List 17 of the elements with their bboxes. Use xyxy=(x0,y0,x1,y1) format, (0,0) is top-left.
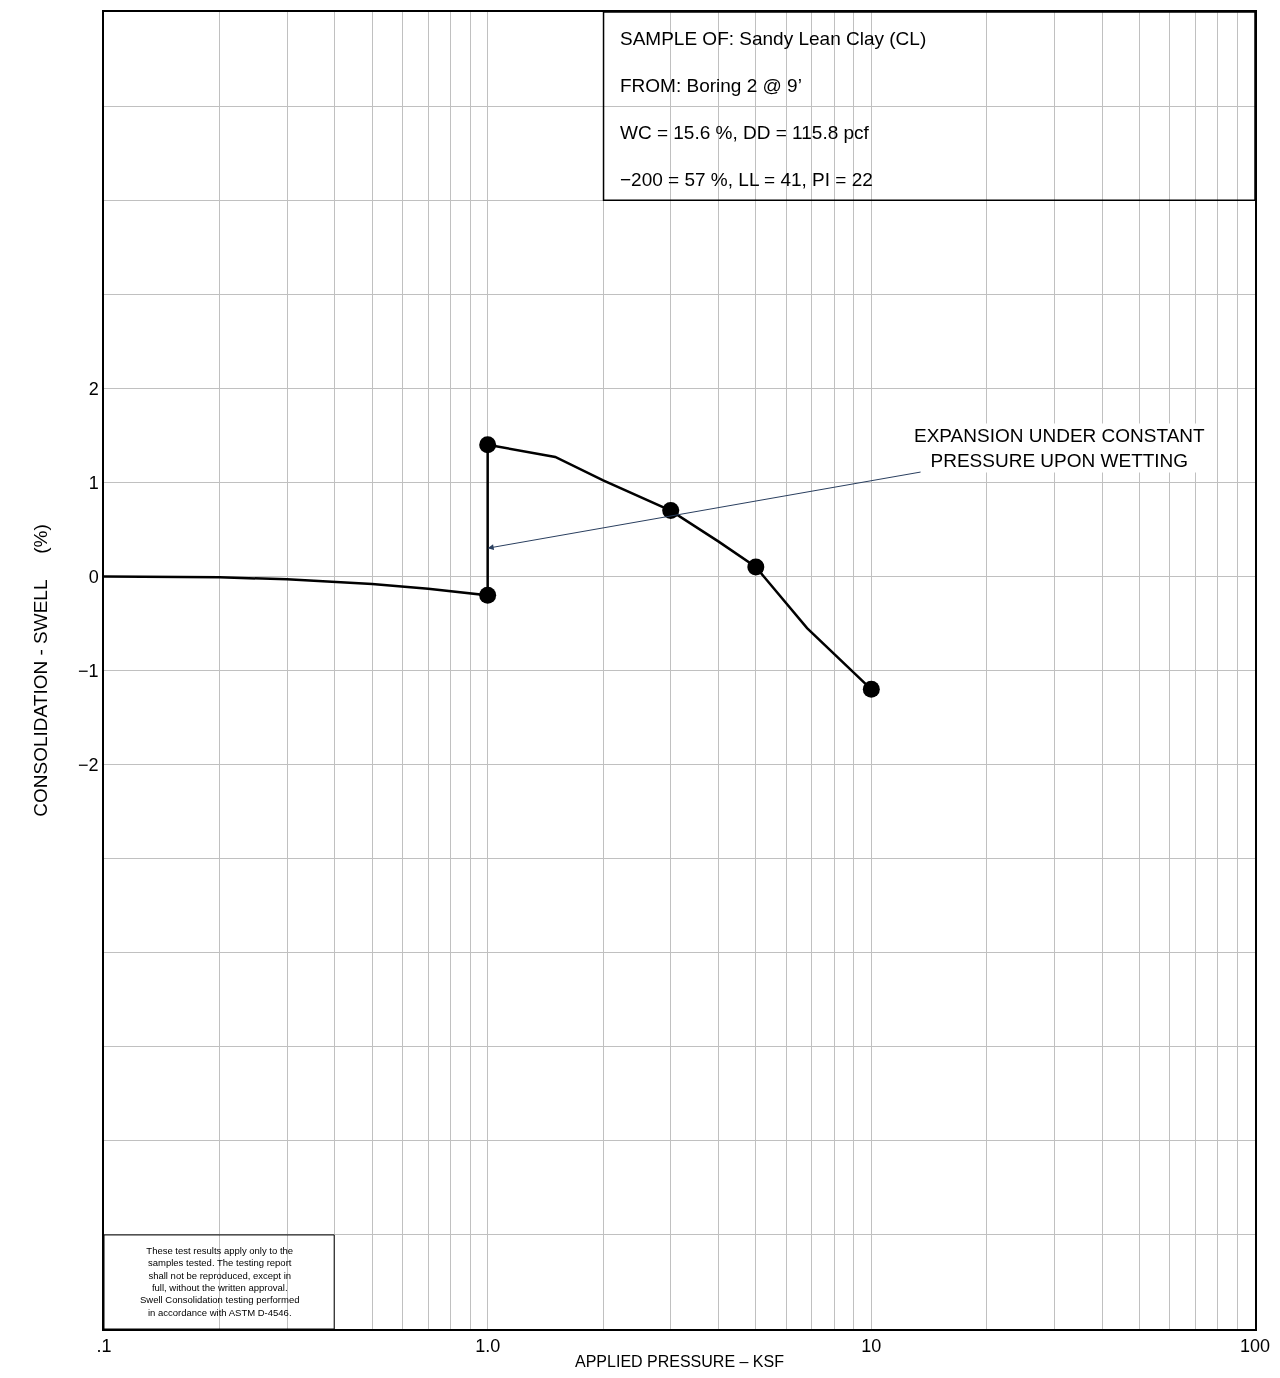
x-axis-title: APPLIED PRESSURE – KSF xyxy=(575,1352,785,1370)
annotation: EXPANSION UNDER CONSTANT PRESSURE UPON WETTING xyxy=(914,425,1206,471)
x-tick-label: 1.0 xyxy=(475,1336,501,1357)
y-tick-label: −2 xyxy=(78,754,99,775)
y-tick-label: −1 xyxy=(78,660,99,681)
annotation: −200 = 57 %, LL = 41, PI = 22 xyxy=(620,169,873,190)
y-tick-label: 2 xyxy=(88,378,99,399)
x-tick-label: 10 xyxy=(861,1336,882,1357)
y-tick-label: 1 xyxy=(88,472,99,493)
x-tick-label: 100 xyxy=(1239,1336,1271,1357)
y-tick-label: 0 xyxy=(88,566,99,587)
y-axis-title: CONSOLIDATION - SWELL (%) xyxy=(30,524,52,817)
x-tick-label: .1 xyxy=(96,1336,112,1357)
annotation: SAMPLE OF: Sandy Lean Clay (CL) xyxy=(620,28,927,49)
annotation: WC = 15.6 %, DD = 115.8 pcf xyxy=(620,122,870,143)
annotation: FROM: Boring 2 @ 9’ xyxy=(620,75,802,96)
annotation: These test results apply only to the samples tested. The testing report shall not be reproduced, except in full, without the written approval. Swell Consolidation testing performed in accordance with ASTM D-4546. xyxy=(140,1245,300,1318)
